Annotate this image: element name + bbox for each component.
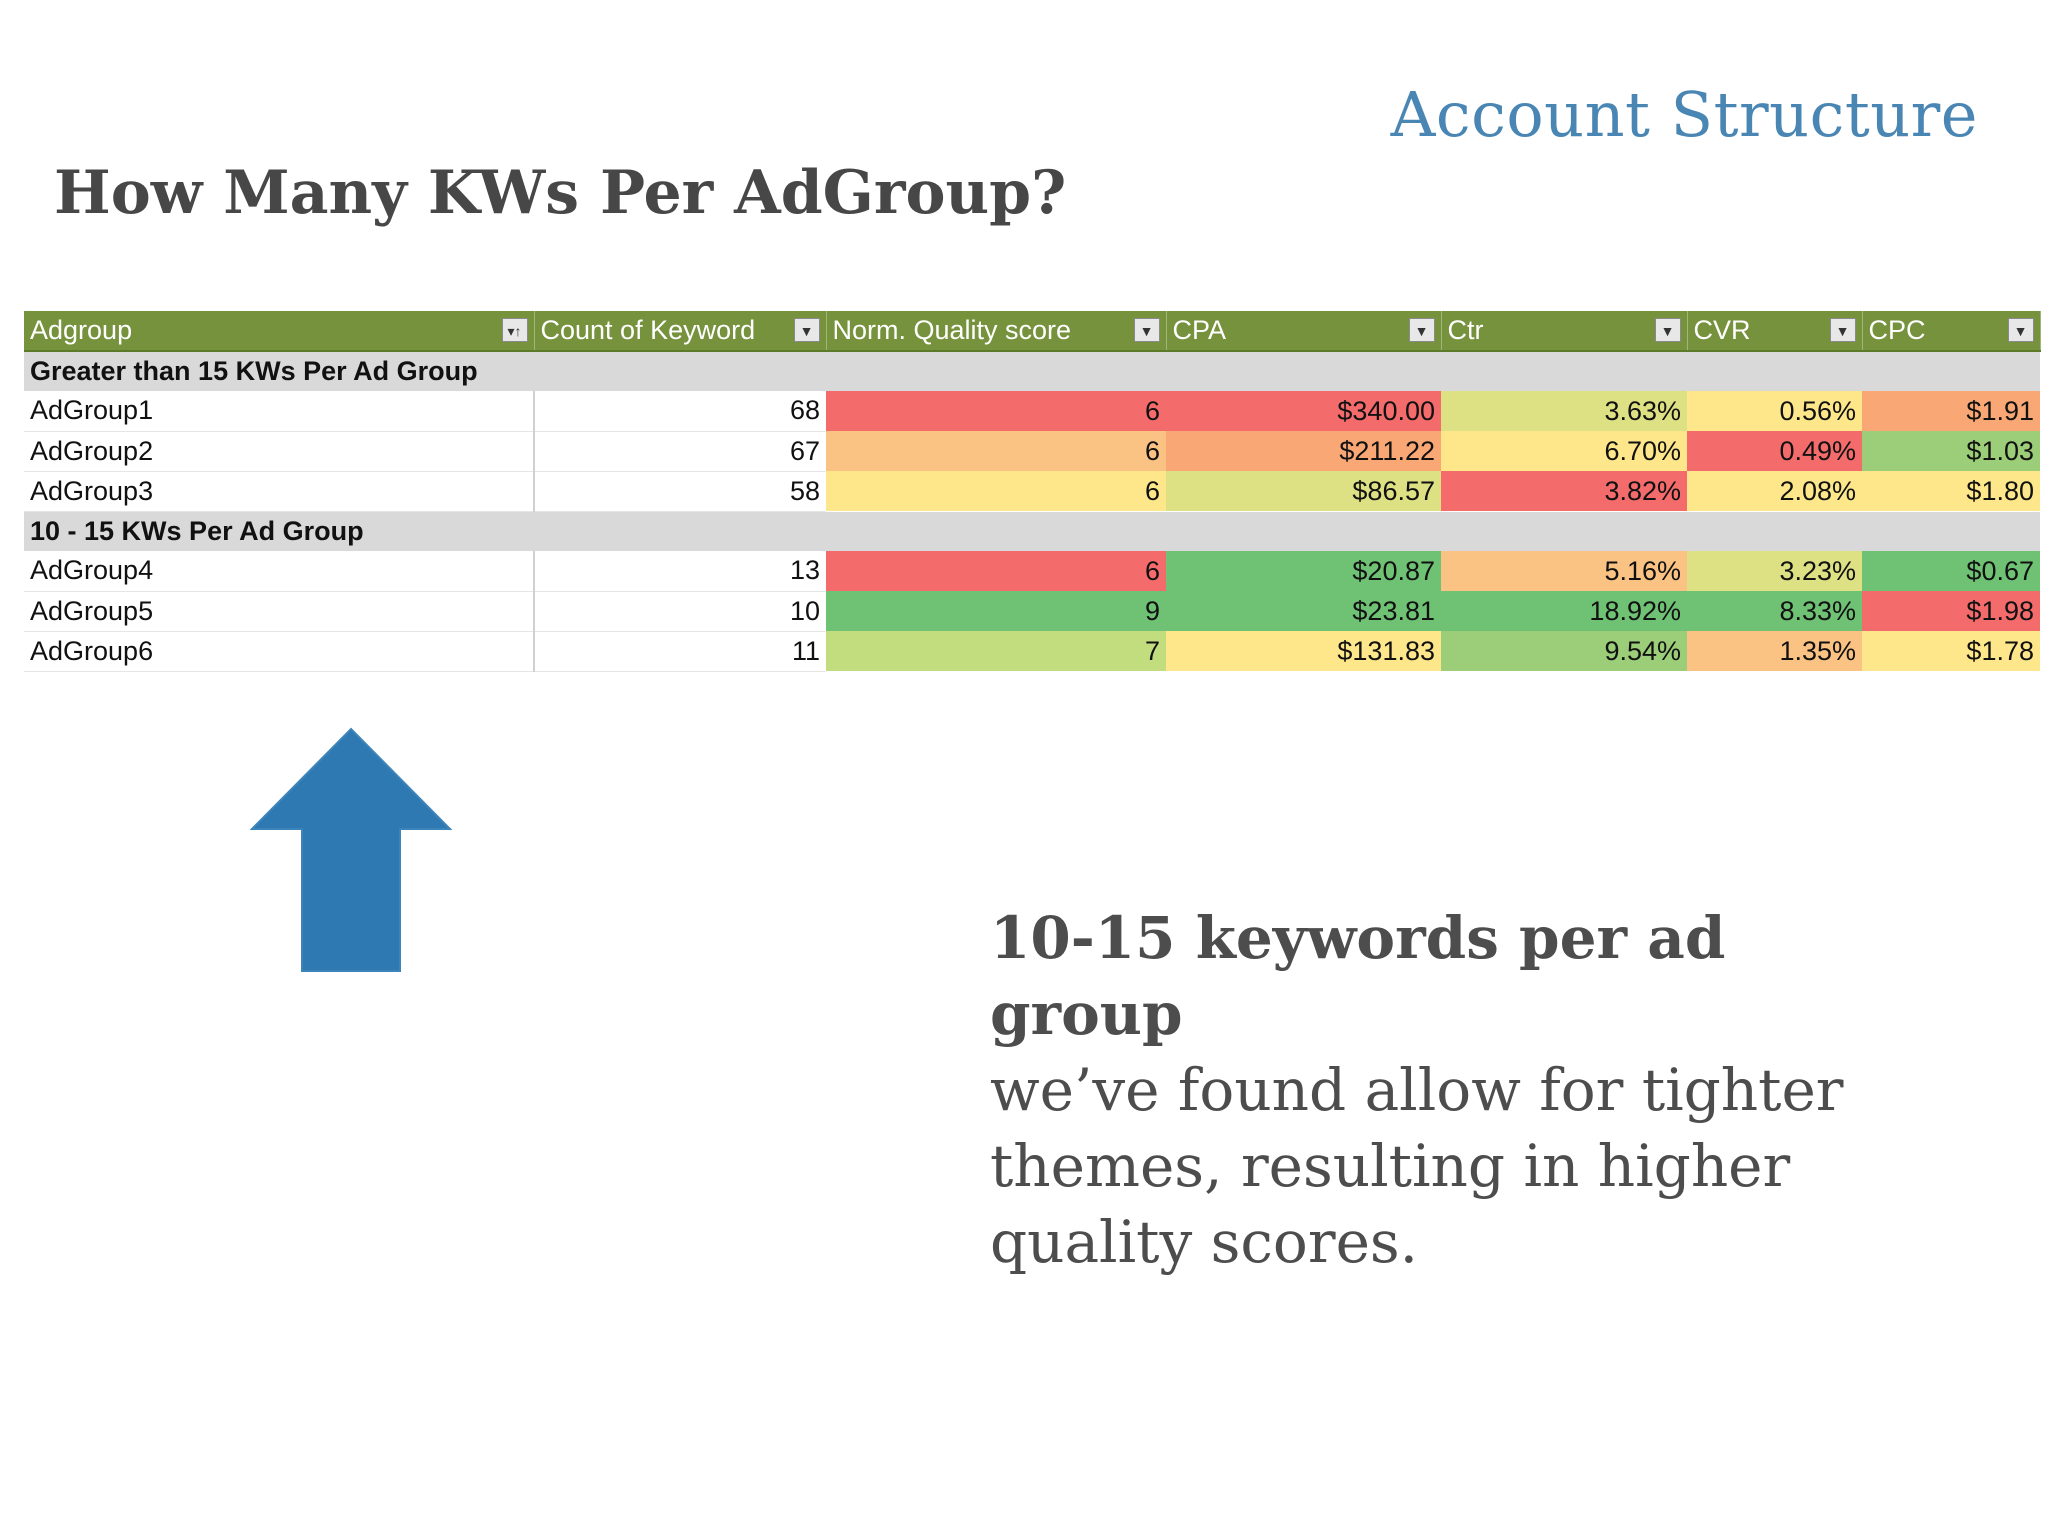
cell-count: 13 xyxy=(534,551,826,592)
cell-adgroup: AdGroup2 xyxy=(24,431,535,472)
column-header-label: CPA xyxy=(1172,315,1227,345)
group-row[interactable]: 10 - 15 KWs Per Ad Group xyxy=(24,511,2040,551)
column-header-ctr[interactable]: Ctr ▼ xyxy=(1441,311,1688,352)
section-title: Account Structure xyxy=(1390,78,1978,151)
pivot-table: Adgroup ▾↑ Count of Keyword ▼ Norm. Qual… xyxy=(24,311,2041,672)
cell-cpa: $86.57 xyxy=(1166,471,1441,511)
group-label: 10 - 15 KWs Per Ad Group xyxy=(24,511,2040,551)
column-header-label: Adgroup xyxy=(30,315,133,345)
up-arrow-icon xyxy=(248,725,454,975)
cell-cvr: 1.35% xyxy=(1687,631,1862,671)
cell-cpc: $1.78 xyxy=(1862,631,2040,671)
caption: 10-15 keywords per ad group we’ve found … xyxy=(990,900,1890,1280)
sort-filter-icon[interactable]: ▾↑ xyxy=(501,318,528,342)
cell-cvr: 8.33% xyxy=(1687,591,1862,631)
table-header-row: Adgroup ▾↑ Count of Keyword ▼ Norm. Qual… xyxy=(24,311,2041,352)
cell-cvr: 0.56% xyxy=(1687,391,1862,431)
caption-body: we’ve found allow for tighter themes, re… xyxy=(990,1056,1844,1276)
column-header-cpa[interactable]: CPA ▼ xyxy=(1166,311,1442,352)
cell-cpc: $1.91 xyxy=(1862,391,2040,431)
table-row[interactable]: AdGroup4 13 6 $20.87 5.16% 3.23% $0.67 xyxy=(24,551,2040,592)
filter-dropdown-icon[interactable]: ▼ xyxy=(1654,318,1681,342)
cell-ctr: 9.54% xyxy=(1441,631,1687,671)
cell-count: 11 xyxy=(534,631,826,672)
cell-ctr: 3.63% xyxy=(1441,391,1687,431)
column-header-adgroup[interactable]: Adgroup ▾↑ xyxy=(24,311,535,352)
column-header-cvr[interactable]: CVR ▼ xyxy=(1687,311,1863,352)
column-header-cpc[interactable]: CPC ▼ xyxy=(1862,311,2041,352)
cell-quality-score: 9 xyxy=(826,591,1166,631)
filter-dropdown-icon[interactable]: ▼ xyxy=(2007,318,2034,342)
cell-cpc: $0.67 xyxy=(1862,551,2040,591)
cell-adgroup: AdGroup5 xyxy=(24,591,535,632)
cell-cpc: $1.98 xyxy=(1862,591,2040,631)
column-header-label: CPC xyxy=(1868,315,1926,345)
filter-dropdown-icon[interactable]: ▼ xyxy=(1829,318,1856,342)
cell-cpc: $1.03 xyxy=(1862,431,2040,471)
cell-count: 10 xyxy=(534,591,826,632)
cell-cpa: $23.81 xyxy=(1166,591,1441,631)
cell-adgroup: AdGroup4 xyxy=(24,551,535,592)
column-header-label: Norm. Quality score xyxy=(832,315,1072,345)
column-header-label: Ctr xyxy=(1447,315,1484,345)
column-header-count[interactable]: Count of Keyword ▼ xyxy=(534,311,827,352)
filter-dropdown-icon[interactable]: ▼ xyxy=(1408,318,1435,342)
table-row[interactable]: AdGroup3 58 6 $86.57 3.82% 2.08% $1.80 xyxy=(24,471,2040,512)
cell-cvr: 3.23% xyxy=(1687,551,1862,591)
cell-ctr: 5.16% xyxy=(1441,551,1687,591)
cell-count: 58 xyxy=(534,471,826,512)
table-row[interactable]: AdGroup2 67 6 $211.22 6.70% 0.49% $1.03 xyxy=(24,431,2040,472)
filter-dropdown-icon[interactable]: ▼ xyxy=(1133,318,1160,342)
cell-cpa: $340.00 xyxy=(1166,391,1441,431)
cell-count: 67 xyxy=(534,431,826,472)
column-header-label: CVR xyxy=(1693,315,1751,345)
cell-cvr: 0.49% xyxy=(1687,431,1862,471)
cell-adgroup: AdGroup1 xyxy=(24,391,535,432)
caption-strong: 10-15 keywords per ad group xyxy=(990,904,1726,1048)
cell-quality-score: 6 xyxy=(826,551,1166,591)
cell-ctr: 3.82% xyxy=(1441,471,1687,511)
cell-cpa: $211.22 xyxy=(1166,431,1441,471)
cell-quality-score: 6 xyxy=(826,431,1166,471)
cell-cpc: $1.80 xyxy=(1862,471,2040,511)
cell-cpa: $20.87 xyxy=(1166,551,1441,591)
cell-quality-score: 7 xyxy=(826,631,1166,671)
cell-adgroup: AdGroup6 xyxy=(24,631,535,672)
cell-ctr: 6.70% xyxy=(1441,431,1687,471)
table-row[interactable]: AdGroup1 68 6 $340.00 3.63% 0.56% $1.91 xyxy=(24,391,2040,432)
cell-cpa: $131.83 xyxy=(1166,631,1441,671)
column-header-label: Count of Keyword xyxy=(540,315,756,345)
table-row[interactable]: AdGroup5 10 9 $23.81 18.92% 8.33% $1.98 xyxy=(24,591,2040,632)
cell-quality-score: 6 xyxy=(826,471,1166,511)
page-title: How Many KWs Per AdGroup? xyxy=(54,158,1067,228)
group-row[interactable]: Greater than 15 KWs Per Ad Group xyxy=(24,351,2040,391)
column-header-quality-score[interactable]: Norm. Quality score ▼ xyxy=(826,311,1167,352)
cell-count: 68 xyxy=(534,391,826,432)
filter-dropdown-icon[interactable]: ▼ xyxy=(793,318,820,342)
cell-cvr: 2.08% xyxy=(1687,471,1862,511)
group-label: Greater than 15 KWs Per Ad Group xyxy=(24,351,2040,391)
cell-ctr: 18.92% xyxy=(1441,591,1687,631)
up-arrow-graphic xyxy=(249,727,453,972)
table-row[interactable]: AdGroup6 11 7 $131.83 9.54% 1.35% $1.78 xyxy=(24,631,2040,672)
cell-adgroup: AdGroup3 xyxy=(24,471,535,512)
cell-quality-score: 6 xyxy=(826,391,1166,431)
